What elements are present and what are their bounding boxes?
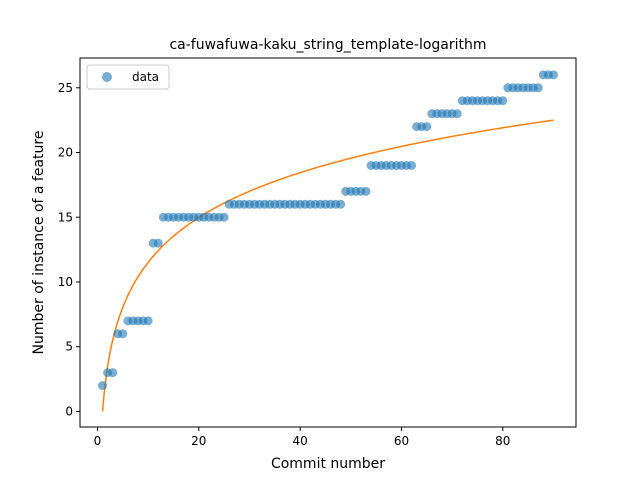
fit-line [101,119,554,412]
y-axis-label: Number of instance of a feature [31,131,47,355]
y-tick-label: 0 [65,404,73,418]
legend-box [86,64,170,90]
y-axis-ticks: 0 5 10 15 20 25 [58,81,80,418]
data-point [452,109,462,119]
y-tick-label: 25 [58,81,73,95]
legend: data [86,64,170,90]
y-tick-label: 20 [58,146,73,160]
data-point [153,238,163,248]
x-axis-ticks: 0 20 40 60 80 [94,427,510,448]
fit-line-layer [101,119,554,412]
y-tick-label: 5 [65,340,73,354]
data-point [422,122,432,132]
chart-title: ca-fuwafuwa-kaku_string_template-logarit… [169,37,486,53]
data-point [361,186,371,196]
data-point [219,212,229,222]
data-point [143,316,153,326]
legend-label-data: data [132,70,159,84]
y-tick-label: 10 [58,275,73,289]
x-tick-label: 60 [394,434,409,448]
x-tick-label: 0 [94,434,102,448]
data-point [118,329,128,339]
legend-marker-data [102,72,112,82]
data-point [548,70,558,80]
plot-frame [79,57,577,428]
x-axis-label: Commit number [271,456,385,472]
data-point [108,368,118,378]
data-point [407,160,417,170]
data-point [98,381,108,391]
data-point [498,96,508,106]
x-tick-label: 40 [292,434,307,448]
data-point [533,83,543,93]
x-tick-label: 80 [495,434,510,448]
scatter-points-layer [98,70,558,391]
y-tick-label: 15 [58,210,73,224]
data-point [336,199,346,209]
x-tick-label: 20 [191,434,206,448]
